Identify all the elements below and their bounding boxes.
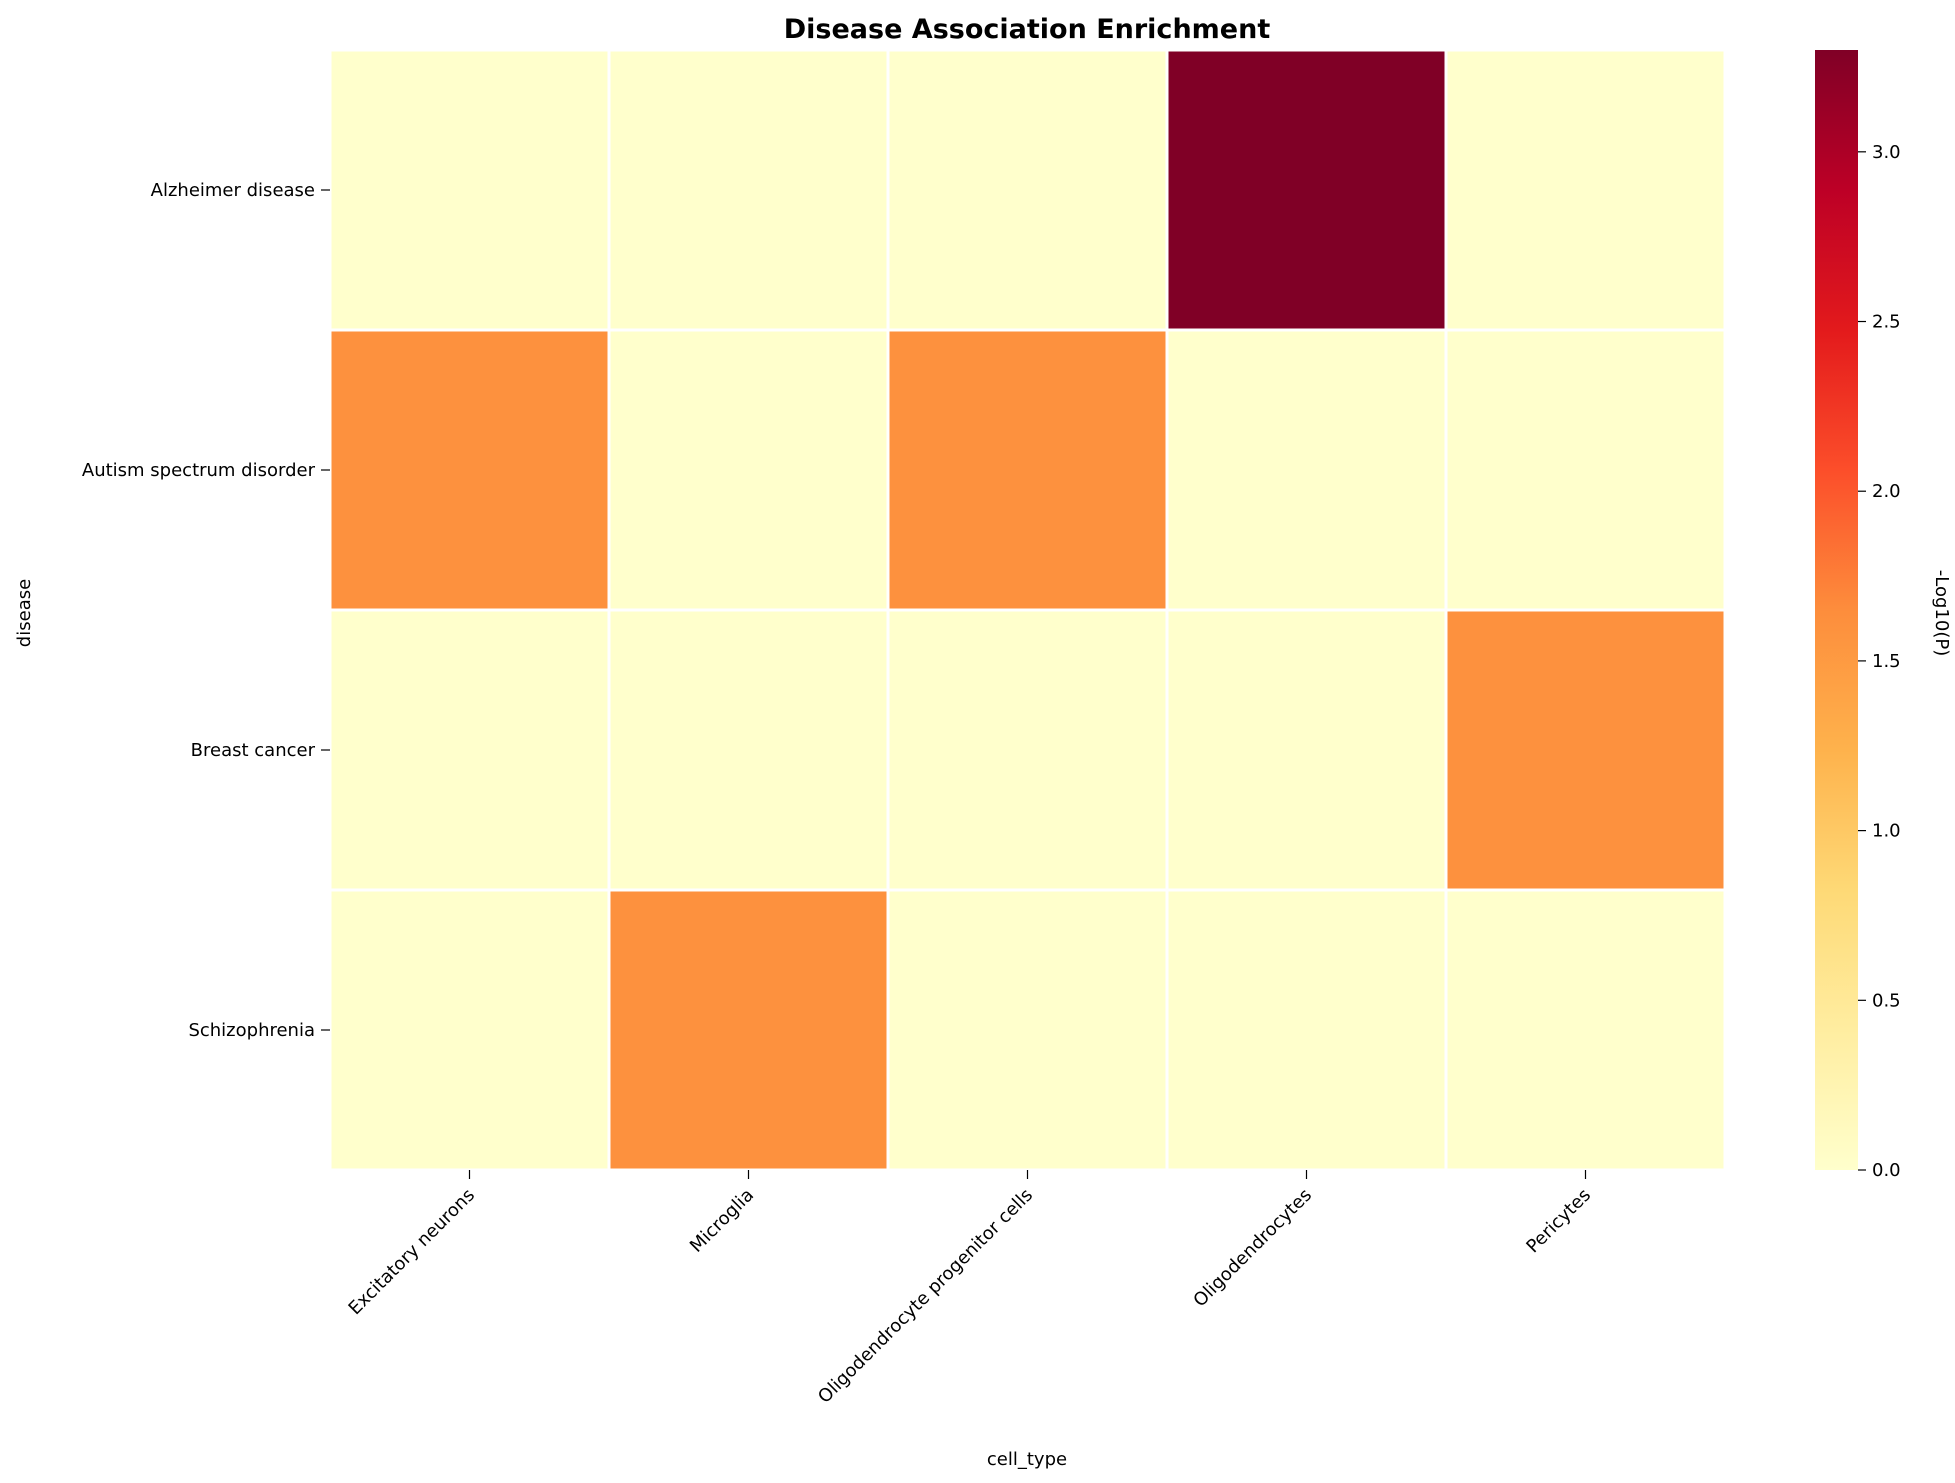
- colorbar-tick-label: 0.5: [1872, 990, 1901, 1011]
- heatmap-cell-breast-cancer-oligodendrocytes: [1165, 608, 1448, 892]
- heatmap-cell-schizophrenia-oligodendrocytes: [1165, 888, 1448, 1172]
- colorbar-tick-label: 0.0: [1872, 1160, 1901, 1181]
- colorbar-tick-label: 2.5: [1872, 312, 1901, 333]
- heatmap-cell-schizophrenia-excitatory-neurons: [328, 888, 611, 1172]
- heatmap-cell-breast-cancer-excitatory-neurons: [328, 608, 611, 892]
- heatmap-cell-alzheimer-disease-oligodendrocyte-progenitor-cells: [886, 48, 1169, 332]
- heatmap-cell-alzheimer-disease-microglia: [607, 48, 890, 332]
- x-tick-label-excitatory-neurons: Excitatory neurons: [345, 1185, 480, 1320]
- x-tick-label-oligodendrocyte-progenitor-cells: Oligodendrocyte progenitor cells: [814, 1185, 1037, 1408]
- heatmap-cell-alzheimer-disease-pericytes: [1444, 48, 1727, 332]
- heatmap-cells: [328, 48, 1727, 1172]
- colorbar-gradient: [1815, 50, 1858, 1170]
- x-tick-label-microglia: Microglia: [686, 1185, 758, 1257]
- colorbar-ticks: 0.0 0.5 1.0 1.5 2.0 2.5 3.0: [1858, 142, 1901, 1181]
- heatmap-cell-breast-cancer-oligodendrocyte-progenitor-cells: [886, 608, 1169, 892]
- heatmap-cell-alzheimer-disease-excitatory-neurons: [328, 48, 611, 332]
- heatmap-cell-breast-cancer-pericytes: [1444, 608, 1727, 892]
- colorbar: 0.0 0.5 1.0 1.5 2.0 2.5 3.0: [1815, 50, 1901, 1181]
- colorbar-tick-label: 2.0: [1872, 481, 1901, 502]
- y-tick-label-schizophrenia: Schizophrenia: [188, 1020, 315, 1041]
- heatmap-cell-alzheimer-disease-oligodendrocytes: [1165, 48, 1448, 332]
- y-tick-label-breast-cancer: Breast cancer: [191, 740, 316, 761]
- x-axis-label: cell_type: [987, 1449, 1067, 1470]
- heatmap-cell-schizophrenia-microglia: [607, 888, 890, 1172]
- x-tick-label-oligodendrocytes: Oligodendrocytes: [1189, 1185, 1316, 1312]
- heatmap-cell-autism-spectrum-disorder-microglia: [607, 328, 890, 612]
- y-tick-labels: Alzheimer disease Autism spectrum disorde…: [82, 180, 330, 1041]
- x-tick-label-pericytes: Pericytes: [1522, 1185, 1595, 1258]
- y-tick-label-alzheimer-disease: Alzheimer disease: [151, 180, 315, 201]
- colorbar-tick-label: 1.5: [1872, 651, 1901, 672]
- heatmap-cell-breast-cancer-microglia: [607, 608, 890, 892]
- colorbar-label: -Log10(P): [1931, 570, 1952, 656]
- heatmap-cell-schizophrenia-oligodendrocyte-progenitor-cells: [886, 888, 1169, 1172]
- y-tick-label-autism-spectrum-disorder: Autism spectrum disorder: [82, 460, 316, 481]
- heatmap-cell-autism-spectrum-disorder-excitatory-neurons: [328, 328, 611, 612]
- x-tick-labels: Excitatory neurons Microglia Oligodendrocy…: [345, 1170, 1595, 1408]
- heatmap-cell-autism-spectrum-disorder-oligodendrocytes: [1165, 328, 1448, 612]
- heatmap-cell-autism-spectrum-disorder-pericytes: [1444, 328, 1727, 612]
- heatmap-cell-autism-spectrum-disorder-oligodendrocyte-progenitor-cells: [886, 328, 1169, 612]
- chart-title: Disease Association Enrichment: [784, 14, 1271, 45]
- colorbar-tick-label: 3.0: [1872, 142, 1901, 163]
- colorbar-tick-label: 1.0: [1872, 821, 1901, 842]
- y-axis-label: disease: [14, 579, 35, 647]
- heatmap-cell-schizophrenia-pericytes: [1444, 888, 1727, 1172]
